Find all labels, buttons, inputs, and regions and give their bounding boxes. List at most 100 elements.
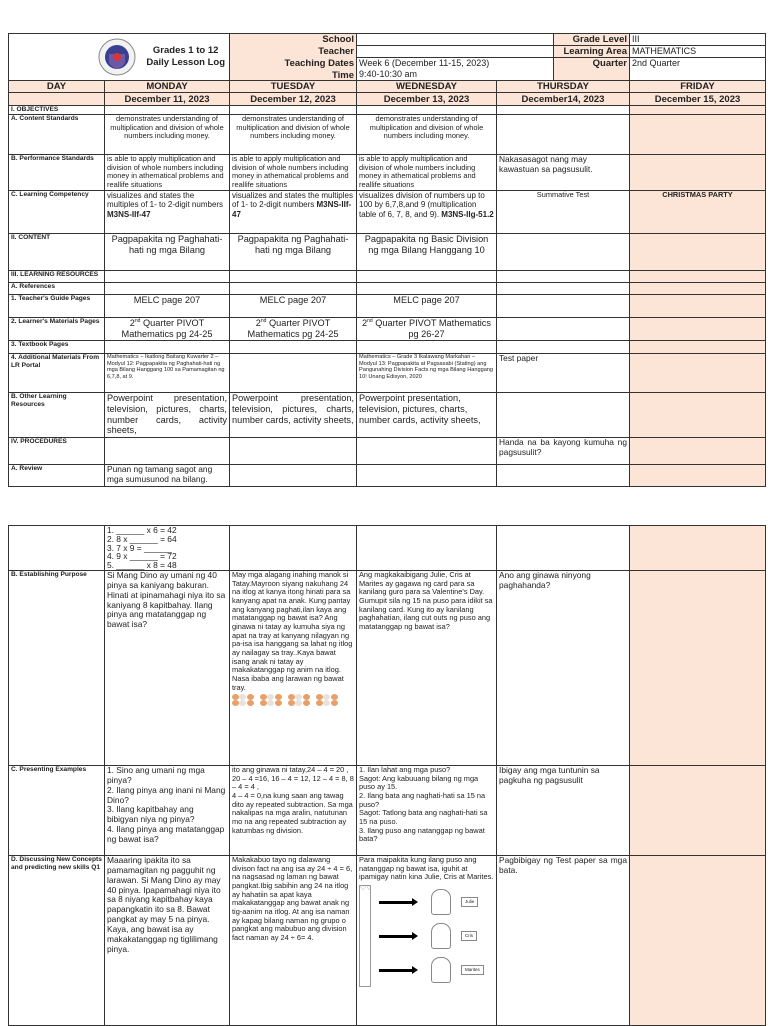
row-cell: is able to apply multiplication and divi… (104, 154, 230, 192)
table-row: B. Other Learning Resources Powerpoint pr… (8, 392, 766, 439)
grade-level-label: Grade Level (553, 32, 630, 46)
date-cell: December 15, 2023 (629, 92, 766, 107)
table-row: A. References (8, 282, 766, 296)
competency-code: M3NS-IIg-51.2 (441, 209, 494, 219)
child-drawing-icon (431, 889, 451, 916)
row-cell: demonstrates understanding of multiplica… (356, 114, 497, 156)
date-row: December 11, 2023 December 12, 2023 Decemb… (8, 92, 766, 107)
row-cell (629, 855, 766, 1026)
row-cell: visualizes and states the multiples of 1… (229, 190, 357, 235)
row-cell: Powerpoint presentation, television, pic… (356, 392, 497, 439)
row-cell: Summative Test (496, 190, 630, 235)
row-cell (104, 270, 230, 284)
row-label: A. References (8, 282, 105, 296)
table-row: 4. Additional Materials From LR Portal Ma… (8, 353, 766, 394)
row-cell: Pagpapakita ng Basic Division ng mga Bil… (356, 233, 497, 272)
row-label: B. Performance Standards (8, 154, 105, 192)
row-cell: Powerpoint presentation, television, pic… (229, 392, 357, 439)
row-cell: demonstrates understanding of multiplica… (229, 114, 357, 156)
teaching-dates-value: Week 6 (December 11-15, 2023) 9:40-10:30… (356, 57, 554, 82)
arrow-right-icon (379, 897, 418, 906)
teacher-value (356, 45, 554, 59)
row-cell: Pagpapakita ng Paghahati-hati ng mga Bil… (229, 233, 357, 272)
learning-area-value: MATHEMATICS (629, 45, 766, 59)
row-cell (629, 392, 766, 439)
header-table: Grades 1 to 12 Daily Lesson Log School G… (8, 32, 766, 82)
lesson-log-table-page1: DAY MONDAY TUESDAY WEDNESDAY THURSDAY FRIDAY D… (8, 79, 766, 488)
row-cell (629, 233, 766, 272)
cell-text: Pagpapakita ng Paghahati-hati ng mga Bil… (111, 234, 223, 255)
cell-text: Maaaring ipakita ito sa pamamagitan ng p… (107, 855, 221, 954)
row-cell (496, 105, 630, 116)
row-cell: is able to apply multiplication and divi… (356, 154, 497, 192)
cell-text: Summative Test (536, 190, 590, 200)
cell-text: Para maipakita kung ilang puso ang natan… (359, 855, 494, 882)
cell-superscript: nd (260, 318, 267, 325)
row-cell: MELC page 207 (229, 294, 357, 319)
day-header-cell: THURSDAY (496, 79, 630, 94)
title-line2: Daily Lesson Log (146, 57, 225, 69)
row-cell: Mathematics – Grade 3 Ikalawang Markahan… (356, 353, 497, 394)
row-cell (496, 340, 630, 355)
row-cell: Nakasasagot nang may kawastuan sa pagsus… (496, 154, 630, 192)
row-cell (629, 282, 766, 296)
row-label: II. CONTENT (8, 233, 105, 272)
row-cell: MELC page 207 (104, 294, 230, 319)
day-header-cell: WEDNESDAY (356, 79, 497, 94)
row-label: D. Discussing New Concepts and predictin… (8, 855, 105, 1026)
cell-superscript: nd (134, 318, 141, 325)
child-drawing-icon (431, 923, 451, 950)
child-drawing-icon (431, 957, 451, 984)
table-row: 1. ______ x 6 = 42 2. 8 x ______ = 64 3.… (8, 524, 766, 572)
row-cell: demonstrates understanding of multiplica… (104, 114, 230, 156)
row-cell (629, 340, 766, 355)
row-cell (356, 464, 497, 488)
row-cell (496, 524, 630, 572)
cell-text: demonstrates understanding of multiplica… (369, 114, 484, 141)
competency-code: M3NS-IIf-47 (232, 200, 352, 219)
row-cell (229, 464, 357, 488)
day-header-cell: FRIDAY (629, 79, 766, 94)
child-name-label: Cris (461, 931, 477, 941)
cell-text: MELC page 207 (259, 295, 327, 306)
row-label: I. OBJECTIVES (8, 105, 105, 116)
cell-text: 2 (362, 318, 368, 329)
teaching-dates-label: Teaching Dates (229, 57, 357, 70)
row-cell (496, 294, 630, 319)
row-cell: 2nd Quarter PIVOT Mathematics pg 24-25 (229, 317, 357, 342)
cell-text: Mathematics – Ikatlong Baitang Kuwarter … (107, 354, 225, 380)
cell-text: Pagpapakita ng Paghahati-hati ng mga Bil… (237, 234, 349, 255)
cell-text: Pagbibigay ng Test paper sa mga bata. (499, 855, 627, 875)
row-cell (629, 437, 766, 466)
egg-tray-icon (260, 694, 282, 707)
row-cell: 2nd Quarter PIVOT Mathematics pg 24-25 (104, 317, 230, 342)
child-figure: Cris (379, 923, 494, 950)
teaching-dates-text: Week 6 (December 11-15, 2023) (359, 58, 490, 69)
day-header-cell: DAY (8, 79, 105, 94)
row-cell: Test paper (496, 353, 630, 394)
row-cell: May mga alagang inahing manok si Tatay.M… (229, 570, 357, 767)
cell-text: visualizes division of numbers up to 100… (359, 191, 485, 219)
competency-code: M3NS-IIf-47 (107, 209, 151, 219)
row-cell (629, 524, 766, 572)
table-row: 3. Textbook Pages (8, 340, 766, 355)
cell-text: visualizes and states the multiples of 1… (232, 191, 353, 210)
row-cell (629, 317, 766, 342)
cell-text: CHRISTMAS PARTY (662, 190, 733, 200)
cell-text: Pagpapakita ng Basic Division ng mga Bil… (364, 234, 489, 255)
row-cell (356, 270, 497, 284)
row-label: 3. Textbook Pages (8, 340, 105, 355)
row-cell (496, 317, 630, 342)
child-name-label: Marites (461, 965, 484, 975)
table-row: B. Performance Standards is able to apply… (8, 154, 766, 192)
row-cell (229, 437, 357, 466)
row-cell (629, 105, 766, 116)
row-label: C. Presenting Examples (8, 765, 105, 857)
row-label: A. Content Standards (8, 114, 105, 156)
cell-text: Quarter PIVOT Mathematics pg 26-27 (372, 318, 491, 339)
title-line1: Grades 1 to 12 (152, 45, 219, 57)
child-figure: Marites (379, 957, 494, 984)
row-cell (496, 114, 630, 156)
cell-text: Mathematics – Grade 3 Ikalawang Markahan… (359, 354, 494, 380)
cell-text: Quarter PIVOT Mathematics pg 24-25 (247, 318, 339, 339)
